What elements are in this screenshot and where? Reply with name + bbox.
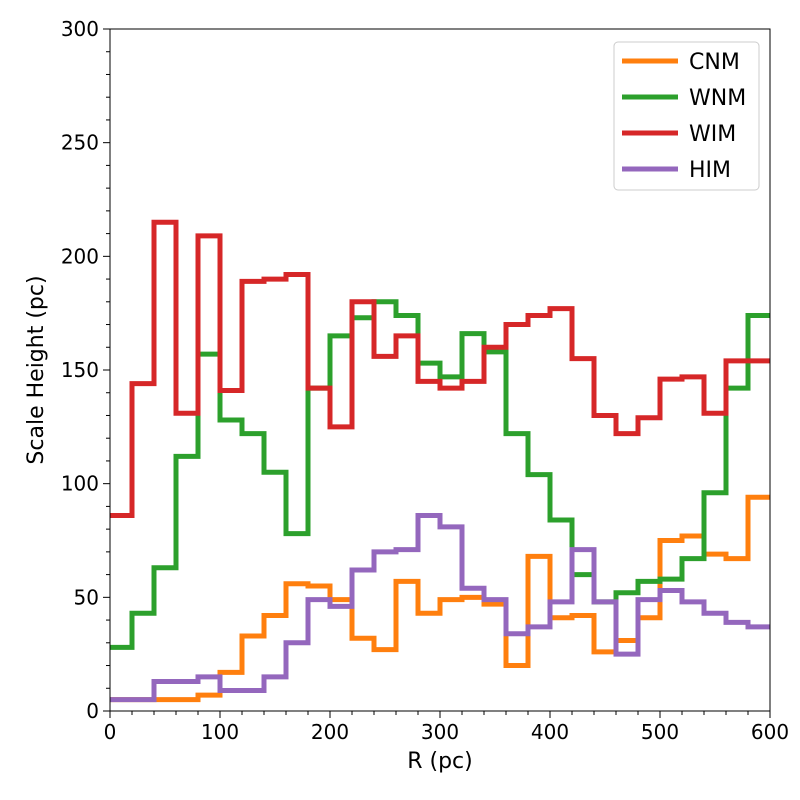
y-tick-label: 100 [61,472,99,496]
series-line-cnm [110,494,770,703]
x-tick-label: 400 [531,720,569,744]
series-layer [110,219,770,703]
series-line-wim [110,219,770,518]
x-tick-label: 100 [201,720,239,744]
y-tick-label: 50 [74,585,99,609]
series-line-wnm [110,299,770,650]
x-tick-label: 500 [641,720,679,744]
y-tick-label: 300 [61,17,99,41]
y-tick-label: 150 [61,358,99,382]
x-tick-label: 0 [104,720,117,744]
x-tick-label: 200 [311,720,349,744]
y-tick-label: 200 [61,244,99,268]
x-tick-label: 600 [751,720,789,744]
x-tick-label: 300 [421,720,459,744]
y-axis-label: Scale Height (pc) [24,275,49,464]
x-axis-label: R (pc) [407,749,473,774]
axis-ticks: 0 100 200 300 400 500 600 0 50 100 150 200 250 300 [61,17,789,744]
y-tick-label: 0 [86,699,99,723]
legend-label-wnm: WNM [689,86,746,111]
series-line-him [110,512,770,703]
y-tick-label: 250 [61,131,99,155]
legend-label-cnm: CNM [689,50,740,75]
legend-label-wim: WIM [689,122,736,147]
legend-box [613,41,760,191]
legend: CNM WNM WIM HIM [613,41,760,191]
legend-label-him: HIM [689,158,731,183]
